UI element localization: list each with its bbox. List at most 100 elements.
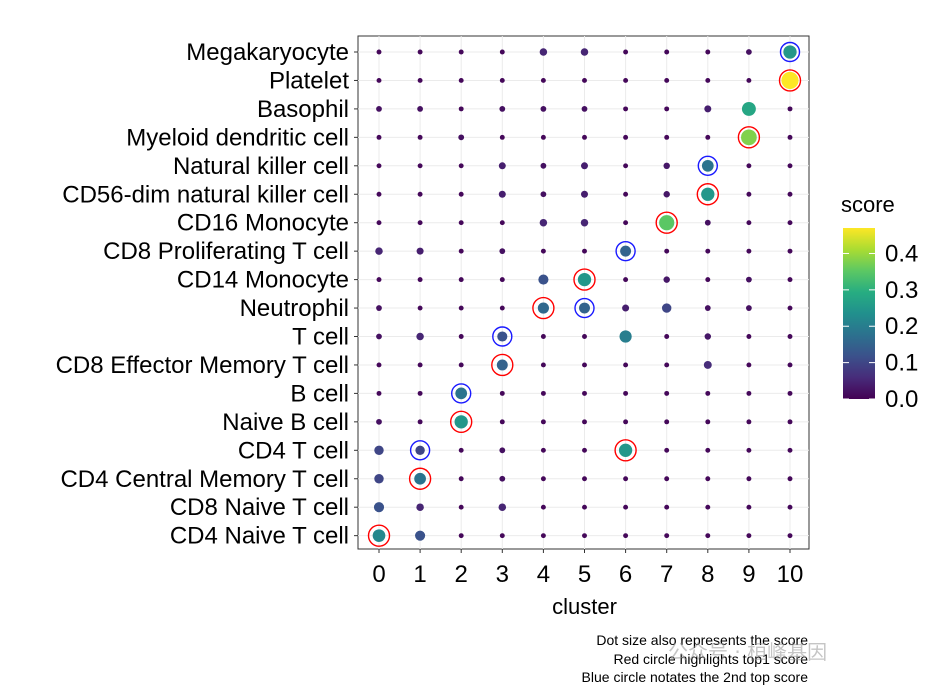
data-dot [582,504,587,510]
data-dot [499,220,505,226]
legend-tick-label: 0.1 [885,350,918,377]
data-dot [620,245,632,257]
data-dot [417,49,423,55]
data-dot [417,106,423,112]
data-dot [787,504,793,510]
data-dot [704,105,712,113]
data-dot [579,302,590,314]
data-dot [705,447,711,453]
data-dot [582,248,587,254]
data-dot [499,447,506,454]
data-dot [623,220,629,226]
data-dot [458,78,464,83]
data-dot [375,247,383,255]
data-dot [787,134,793,140]
data-dot [373,502,385,513]
data-dot [664,106,670,112]
x-axis-title: cluster [552,594,617,619]
data-dot [417,277,423,283]
x-tick-label: 10 [777,561,804,588]
data-dot [376,418,382,425]
y-tick-label: Platelet [269,67,349,94]
top2-highlight-ring [492,326,513,347]
data-dot [499,248,506,255]
data-dot [376,49,382,55]
data-dot [499,78,505,83]
data-dot [623,362,629,368]
x-tick-label: 2 [455,561,468,588]
data-dot [787,533,793,539]
data-dot [787,191,793,197]
x-tick-label: 5 [578,561,591,588]
data-dot [664,390,670,396]
data-dot [704,219,711,226]
data-dot [661,303,672,313]
data-dot [498,503,507,511]
data-dot [746,447,752,453]
x-tick-label: 8 [701,561,714,588]
data-dot [582,533,587,539]
data-dot [458,106,464,112]
data-dot [538,274,549,285]
data-dot [539,218,548,227]
data-dot [376,277,382,283]
data-dot [458,220,464,226]
data-dot [664,533,670,539]
data-dot [582,419,587,425]
data-dot [540,248,546,254]
legend-colorbar [843,228,875,399]
data-dot [458,248,464,254]
data-dot [705,504,711,510]
data-dot [623,106,629,112]
x-tick-label: 4 [537,561,550,588]
legend-tick-label: 0.2 [885,313,918,340]
data-dot [417,362,423,368]
data-dot [787,106,793,112]
data-dot [705,134,711,140]
data-dot [499,106,506,112]
data-dot [580,48,589,56]
top1-highlight-ring [408,467,432,490]
data-dot [619,330,632,343]
x-tick-label: 3 [496,561,509,588]
data-dot [664,78,670,83]
data-dot [540,362,546,368]
data-dot [746,533,752,539]
data-dot [787,447,793,453]
data-dot [417,390,423,396]
top2-highlight-ring [697,155,718,177]
data-dot [623,134,629,140]
data-dot [746,504,752,510]
data-dot [458,476,464,482]
data-dot [539,48,548,56]
top1-highlight-ring [450,410,473,434]
data-dot [537,302,550,314]
data-dot [458,134,465,141]
y-tick-label: Natural killer cell [173,153,349,180]
data-dot [376,333,382,340]
data-dot [499,533,505,539]
data-dot [663,162,670,170]
data-dot [372,529,386,542]
data-dot [415,445,425,456]
data-dot [663,276,670,283]
data-dot [623,49,629,55]
y-tick-label: Naive B cell [222,409,349,436]
y-tick-label: CD4 T cell [238,437,349,464]
color-legend: score 0.0 0.1 0.2 0.3 0.4 [841,192,918,413]
data-dot [664,49,670,55]
legend-tick-label: 0.3 [885,277,918,304]
top1-highlight-ring [614,439,637,462]
data-dot [376,78,382,83]
data-dot [664,334,670,339]
y-tick-label: Neutrophil [240,295,349,322]
caption-dot-size: Dot size also represents the score [596,632,808,648]
top2-highlight-ring [779,41,801,63]
top2-highlight-ring [409,440,431,461]
data-dot [458,305,464,311]
y-tick-label: CD8 Proliferating T cell [103,238,349,265]
data-dot [577,272,592,287]
data-dot [416,503,424,511]
data-dot [458,362,464,368]
